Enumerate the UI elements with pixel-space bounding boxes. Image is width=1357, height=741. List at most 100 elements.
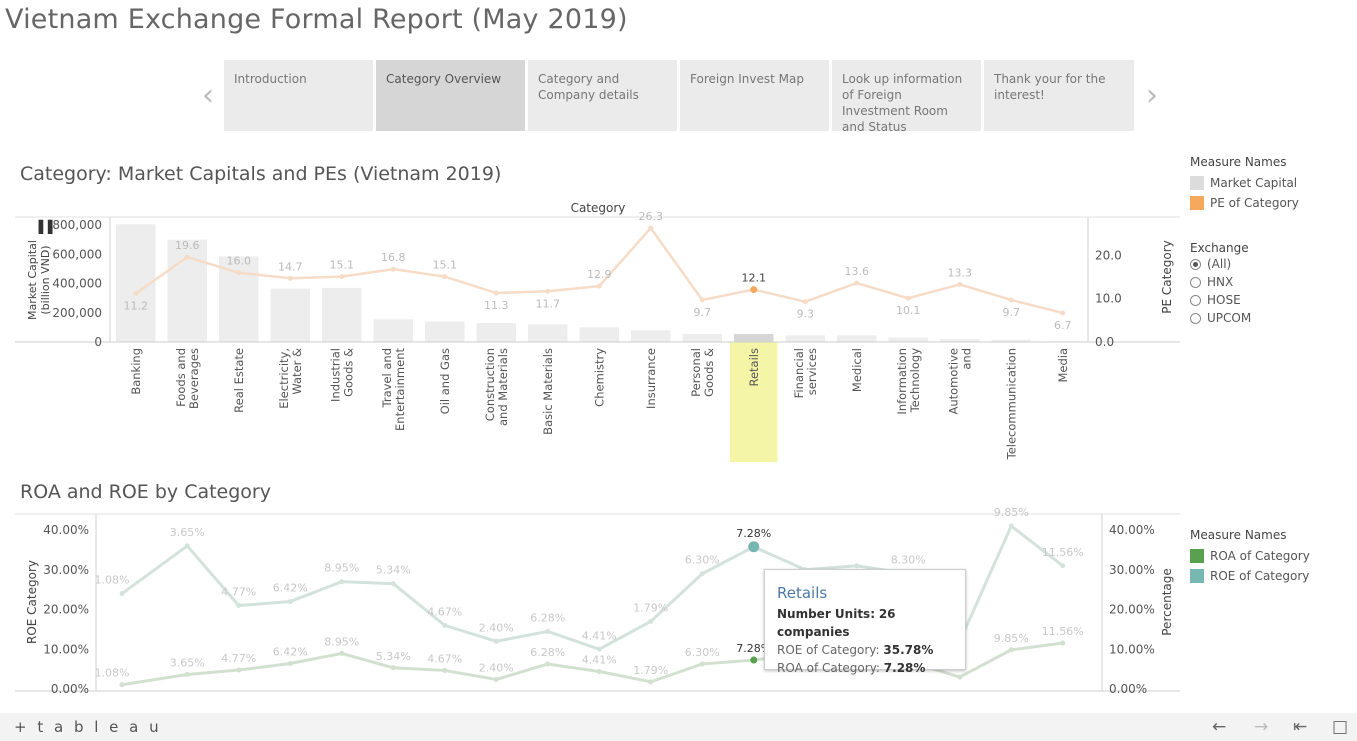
- legend-item-market-capital[interactable]: Market Capital: [1190, 173, 1299, 193]
- legend-measure-names-1: Measure Names Market Capital PE of Categ…: [1190, 155, 1299, 213]
- roa-point: [957, 674, 963, 680]
- chart2-title: ROA and ROE by Category: [20, 481, 271, 503]
- pe-data-label: 11.7: [536, 297, 561, 310]
- radio-icon[interactable]: [1190, 294, 1201, 306]
- chevron-left-icon[interactable]: ‹: [202, 78, 214, 113]
- roa-data-label: 1.79%: [633, 664, 668, 677]
- category-label-oil-and-gas: Oil and Gas: [438, 348, 452, 414]
- pe-point: [957, 281, 963, 287]
- pe-data-label: 9.7: [1003, 306, 1021, 319]
- pe-point: [184, 254, 190, 260]
- roa-point: [184, 671, 190, 677]
- roe-point: [339, 579, 345, 585]
- pe-point: [133, 290, 139, 296]
- radio-icon[interactable]: [1190, 276, 1201, 288]
- story-tab-category-overview[interactable]: Category Overview: [376, 60, 525, 131]
- roe-point: [854, 563, 860, 569]
- story-tab-foreign-invest-map[interactable]: Foreign Invest Map: [680, 60, 829, 131]
- roe-data-label: 5.34%: [376, 564, 411, 577]
- legend-measure-names-2: Measure Names ROA of Category ROE of Cat…: [1190, 528, 1310, 586]
- legend-swatch: [1190, 549, 1204, 563]
- legend-label: ROE of Category: [1210, 569, 1310, 583]
- legend-swatch: [1190, 569, 1204, 583]
- market-cap-bar: [373, 319, 413, 342]
- radio-icon[interactable]: [1190, 312, 1201, 324]
- category-label-automotive-and-accessories: Automotive: [946, 348, 960, 415]
- legend-item-pe[interactable]: PE of Category: [1190, 193, 1299, 213]
- y-left-tick: 20.00%: [43, 603, 89, 617]
- market-cap-bar: [734, 333, 774, 342]
- category-label-media: Media: [1056, 348, 1070, 383]
- story-tab-introduction[interactable]: Introduction: [224, 60, 373, 131]
- roe-point: [287, 599, 293, 605]
- roa-data-label: 3.65%: [170, 656, 205, 669]
- revert-icon[interactable]: ⇤: [1293, 717, 1308, 737]
- roe-point: [748, 541, 760, 553]
- redo-icon[interactable]: →: [1254, 717, 1269, 737]
- tooltip-roe: ROE of Category: 35.78%: [777, 641, 953, 659]
- category-label-banking: Banking: [129, 348, 143, 395]
- roa-point: [1060, 640, 1066, 646]
- pe-point: [1008, 297, 1014, 303]
- filter-option-upcom[interactable]: UPCOM: [1190, 309, 1251, 327]
- tooltip: Retails Number Units: 26 companies ROE o…: [764, 569, 966, 675]
- filter-option-all[interactable]: (All): [1190, 255, 1251, 273]
- legend-item-roa[interactable]: ROA of Category: [1190, 546, 1310, 566]
- category-label-medical: Medical: [850, 348, 864, 392]
- pe-point: [493, 290, 499, 296]
- chevron-right-icon[interactable]: ›: [1146, 78, 1158, 113]
- market-cap-bar: [631, 330, 671, 342]
- legend-label: PE of Category: [1210, 196, 1299, 210]
- tableau-logo[interactable]: + t a b l e a u: [14, 718, 162, 736]
- roe-data-label: 7.28%: [736, 527, 771, 540]
- market-cap-bar: [888, 337, 928, 342]
- market-cap-bar: [270, 288, 310, 342]
- pe-point: [287, 275, 293, 281]
- y-right-axis-label: PE Category: [1160, 240, 1174, 313]
- y-left-tick: 30.00%: [43, 563, 89, 577]
- y-right-tick: 10.00%: [1109, 642, 1155, 656]
- category-label-travel-and-entertainment: Travel and: [380, 348, 394, 408]
- pe-point: [236, 270, 242, 276]
- market-cap-bar: [425, 321, 465, 342]
- category-label-electricity-water-gasoline: Water &: [290, 348, 304, 395]
- roa-point: [699, 661, 705, 667]
- roa-data-label: 2.40%: [479, 661, 514, 674]
- tooltip-title: Retails: [777, 584, 828, 602]
- pe-data-label: 11.3: [484, 299, 509, 312]
- filter-option-hose[interactable]: HOSE: [1190, 291, 1251, 309]
- market-cap-pe-chart[interactable]: Category 11.2 19.6 16.0 14.7 15.1 16.8 15.1 11.3…: [0, 195, 1185, 470]
- roe-point: [1060, 563, 1066, 569]
- roa-roe-chart[interactable]: 0.00% 0.00% 10.00% 10.00% 20.00% 20.00% 30.00%…: [0, 505, 1185, 700]
- category-label-travel-and-entertainment: Entertainment: [393, 348, 407, 431]
- roa-point: [390, 665, 396, 671]
- roe-data-label: 4.77%: [221, 586, 256, 599]
- roe-data-label: 4.67%: [427, 605, 462, 618]
- category-label-insurrance: Insurrance: [644, 348, 658, 409]
- roa-point: [236, 667, 242, 673]
- pe-point: [750, 286, 758, 294]
- fullscreen-icon[interactable]: □: [1332, 717, 1349, 737]
- roe-data-label: 11.56%: [1042, 546, 1084, 559]
- story-tab-foreign-investment-room[interactable]: Look up information of Foreign Investmen…: [832, 60, 981, 134]
- pe-data-label: 9.7: [694, 306, 712, 319]
- pe-point: [648, 225, 654, 231]
- radio-selected-icon[interactable]: [1190, 258, 1201, 270]
- roe-data-label: 8.95%: [324, 562, 359, 575]
- roe-point: [390, 581, 396, 587]
- roa-point: [339, 650, 345, 656]
- roa-point: [287, 660, 293, 666]
- category-label-chemistry: Chemistry: [592, 348, 606, 407]
- story-tab-category-details[interactable]: Category and Company details: [528, 60, 677, 131]
- undo-icon[interactable]: ←: [1212, 717, 1227, 737]
- legend-swatch: [1190, 196, 1204, 210]
- y-left-axis-label-unit: (billion VND): [39, 245, 52, 314]
- legend-item-roe[interactable]: ROE of Category: [1190, 566, 1310, 586]
- roe-point: [545, 628, 551, 634]
- market-cap-bar: [837, 335, 877, 342]
- market-cap-bar: [476, 322, 516, 342]
- filter-option-hnx[interactable]: HNX: [1190, 273, 1251, 291]
- market-cap-bar: [785, 335, 825, 342]
- roa-point: [1008, 647, 1014, 653]
- story-tab-thank-you[interactable]: Thank your for the interest!: [984, 60, 1134, 131]
